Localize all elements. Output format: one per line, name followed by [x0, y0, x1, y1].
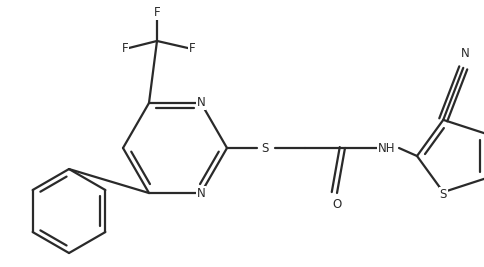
Text: N: N: [197, 187, 205, 199]
Text: F: F: [154, 6, 160, 19]
Text: N: N: [461, 47, 469, 60]
Text: F: F: [121, 42, 128, 56]
Text: S: S: [439, 188, 447, 201]
Text: N: N: [197, 96, 205, 109]
Text: O: O: [333, 198, 342, 211]
Text: NH: NH: [378, 142, 396, 155]
Text: S: S: [261, 142, 269, 155]
Text: F: F: [189, 42, 196, 56]
